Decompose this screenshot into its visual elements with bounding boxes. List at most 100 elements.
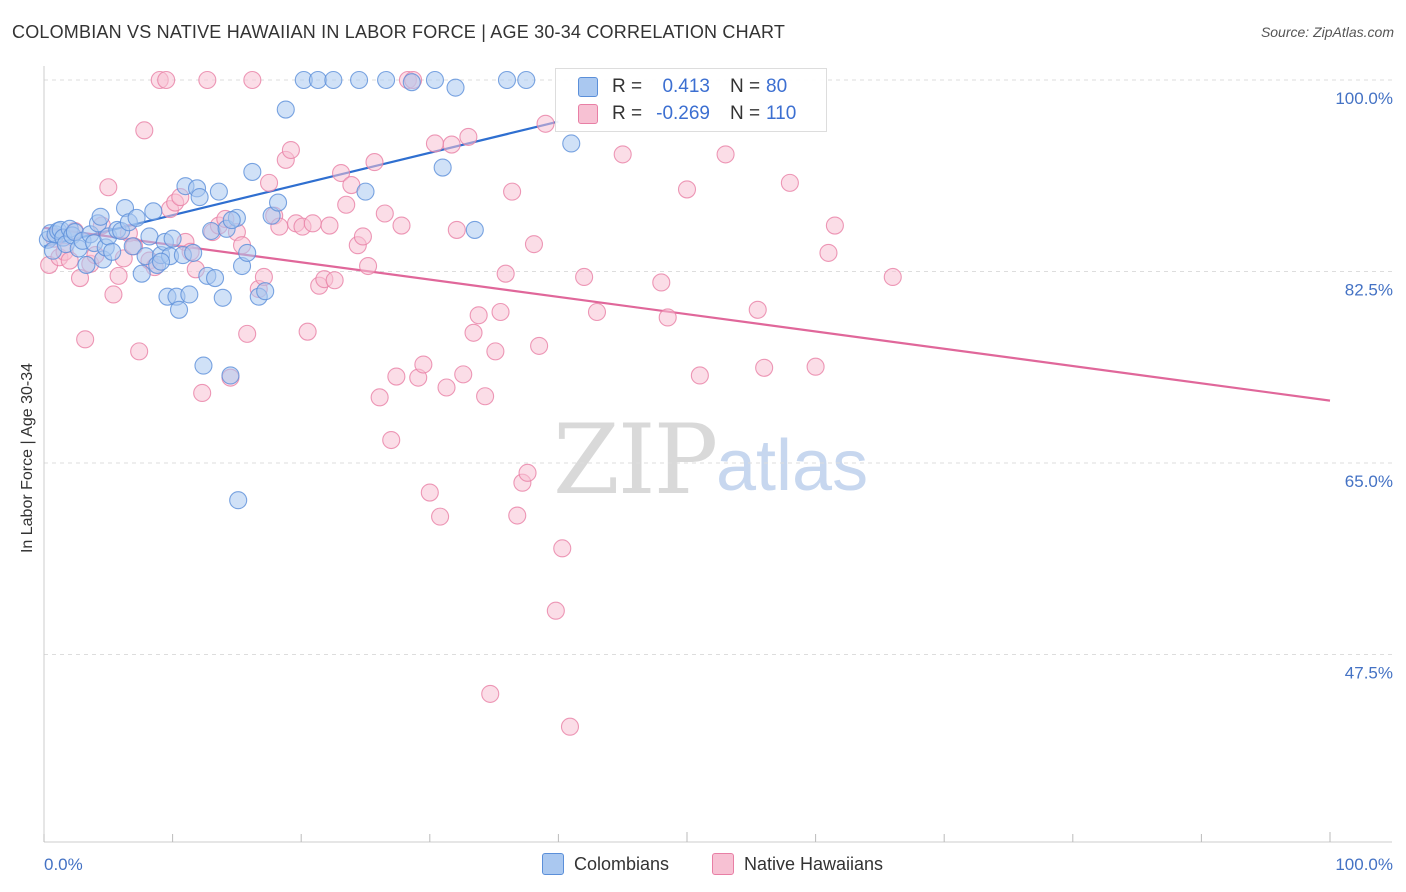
native-hawaiian-point	[337, 195, 356, 214]
y-tick-label: 47.5%	[1345, 664, 1393, 683]
legend-swatch-colombians	[578, 77, 598, 97]
colombian-point	[169, 300, 189, 319]
colombian-point	[202, 221, 221, 241]
correlation-legend: R = 0.413 N = 80 R = -0.269 N = 110	[555, 68, 827, 132]
colombian-point	[127, 208, 146, 227]
colombian-point	[180, 285, 199, 304]
colombian-point	[350, 70, 369, 90]
y-tick-label: 65.0%	[1345, 472, 1393, 491]
colombian-point	[103, 242, 122, 261]
native-hawaiian-point	[491, 302, 510, 322]
colombian-point	[243, 162, 262, 181]
native-hawaiian-point	[883, 267, 902, 287]
colombian-point	[308, 70, 327, 90]
native-hawaiian-point	[365, 153, 384, 172]
native-hawaiian-point	[780, 173, 799, 192]
native-hawaiian-point	[518, 463, 537, 482]
native-hawaiian-point	[536, 114, 555, 133]
native-hawaiian-point	[437, 378, 456, 397]
colombian-point	[238, 243, 257, 262]
native-hawaiian-point	[359, 256, 378, 276]
native-hawaiian-point	[320, 216, 339, 235]
native-hawaiian-point	[476, 387, 495, 406]
native-hawaiian-point	[332, 163, 351, 183]
native-hawaiian-point	[157, 70, 176, 90]
colombian-point	[222, 211, 241, 230]
colombian-point	[77, 255, 96, 274]
native-hawaiian-point	[806, 357, 825, 376]
colombian-point	[269, 193, 288, 212]
colombian-point	[209, 182, 228, 201]
native-hawaiian-point	[198, 70, 217, 90]
native-hawaiian-point	[130, 342, 149, 361]
native-hawaiian-point	[259, 173, 279, 192]
colombian-point	[91, 207, 110, 226]
colombian-point	[356, 182, 375, 201]
native-hawaiian-point	[508, 506, 527, 525]
colombian-point	[402, 73, 421, 92]
n-value: 80	[766, 76, 788, 97]
native-hawaiian-point	[546, 601, 565, 620]
colombian-point	[190, 188, 209, 207]
native-hawaiian-point	[193, 383, 212, 403]
native-hawaiian-point	[690, 366, 709, 385]
colombian-point	[163, 229, 182, 248]
legend-label-colombians: Colombians	[574, 853, 670, 874]
x-tick-label: 0.0%	[44, 855, 83, 874]
colombian-point	[205, 269, 225, 288]
colombian-point	[425, 70, 444, 90]
native-hawaiian-point	[575, 267, 594, 287]
native-hawaiian-point	[298, 322, 317, 341]
colombian-point	[446, 78, 465, 97]
native-hawaiian-point	[677, 180, 697, 199]
native-hawaiian-point	[420, 483, 439, 502]
native-hawaiian-point	[459, 127, 478, 146]
legend-row-native-hawaiians: R = -0.269 N = 110	[578, 101, 796, 127]
n-label: N =	[730, 76, 761, 97]
native-hawaiian-point	[135, 121, 154, 140]
colombian-point	[377, 70, 396, 90]
legend-item-colombians[interactable]: Colombians	[542, 852, 669, 876]
native-hawaiian-point	[375, 204, 394, 223]
native-hawaiian-point	[755, 358, 774, 377]
native-hawaiian-point	[658, 308, 677, 327]
native-hawaiian-point	[530, 336, 549, 355]
native-hawaiian-point	[243, 70, 262, 90]
colombian-point	[229, 491, 248, 510]
x-tick-label: 100.0%	[1335, 855, 1393, 874]
native-hawaiian-point	[76, 330, 95, 349]
colombian-point	[562, 134, 581, 153]
colombian-point	[276, 100, 295, 119]
y-axis-label: In Labor Force | Age 30-34	[19, 362, 36, 554]
axes	[43, 66, 1392, 843]
native-hawaiian-point	[99, 178, 118, 197]
native-hawaiian-point	[447, 220, 466, 239]
n-label: N =	[730, 103, 761, 124]
native-hawaiian-point	[281, 140, 300, 160]
legend-item-native-hawaiians[interactable]: Native Hawaiians	[712, 852, 883, 876]
chart-title: COLOMBIAN VS NATIVE HAWAIIAN IN LABOR FO…	[12, 22, 786, 42]
native-hawaiian-point	[442, 135, 461, 154]
native-hawaiian-point	[454, 365, 473, 384]
native-hawaiian-point	[587, 302, 607, 322]
native-hawaiian-point	[825, 216, 844, 235]
native-hawaiian-point	[325, 271, 344, 290]
colombian-point	[221, 366, 240, 385]
r-label: R =	[612, 76, 643, 97]
native-hawaiian-point	[431, 507, 450, 526]
native-hawaiian-point	[370, 388, 389, 407]
native-hawaiian-point	[238, 324, 257, 343]
native-hawaiian-point	[387, 367, 406, 386]
y-tick-labels: 100.0% 82.5% 65.0% 47.5% 0.0% 100.0%	[44, 89, 1393, 874]
r-value: 0.413	[662, 76, 710, 97]
colombian-point	[123, 237, 142, 256]
colombian-point	[140, 227, 159, 246]
colombian-point	[324, 70, 343, 90]
native-hawaiian-point	[613, 145, 632, 164]
colombian-point	[433, 158, 452, 177]
legend-row-colombians: R = 0.413 N = 80	[578, 74, 787, 100]
native-hawaiian-point	[748, 300, 767, 319]
native-hawaiian-point	[524, 235, 544, 254]
native-hawaiian-point	[109, 266, 128, 285]
colombian-point	[256, 282, 275, 301]
